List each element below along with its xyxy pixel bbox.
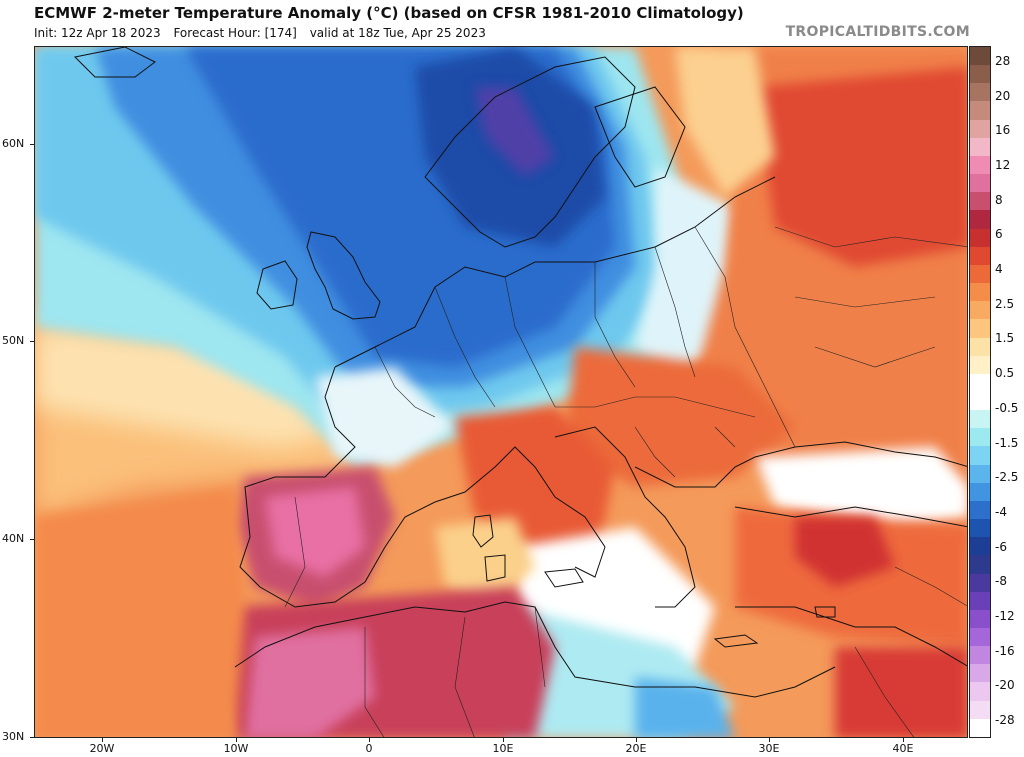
colorbar-label: -8 <box>995 574 1007 589</box>
colorbar-segment <box>970 192 990 211</box>
lon-tick <box>503 738 504 742</box>
init-time: Init: 12z Apr 18 2023 <box>34 26 161 40</box>
colorbar-label: 12 <box>995 158 1011 173</box>
colorbar-segment <box>970 210 990 229</box>
colorbar-segment <box>970 537 990 556</box>
colorbar-label: 0.5 <box>995 366 1015 381</box>
colorbar-label: -2.5 <box>995 470 1019 485</box>
colorbar-segment <box>970 283 990 302</box>
colorbar-segment <box>970 519 990 538</box>
colorbar-label: -16 <box>995 643 1015 658</box>
colorbar-label: 1.5 <box>995 331 1015 346</box>
lon-label-40e: 40E <box>892 742 914 755</box>
colorbar-label: 6 <box>995 227 1003 242</box>
lon-tick <box>769 738 770 742</box>
colorbar-segment <box>970 591 990 610</box>
brand-watermark[interactable]: TROPICALTIDBITS.COM <box>785 24 970 40</box>
colorbar-label: 4 <box>995 262 1003 277</box>
colorbar-segment <box>970 301 990 320</box>
anomaly-field <box>35 47 967 737</box>
lat-tick <box>30 539 34 540</box>
colorbar-segment <box>970 500 990 520</box>
colorbar-segment <box>970 83 990 102</box>
lon-label-10w: 10W <box>223 742 249 755</box>
lon-tick <box>903 738 904 742</box>
lon-label-0: 0 <box>365 742 373 755</box>
colorbar-segment <box>970 410 990 429</box>
colorbar-label: -6 <box>995 539 1007 554</box>
colorbar-segment <box>970 246 990 265</box>
anomaly-map[interactable] <box>34 46 968 738</box>
colorbar-segment <box>970 446 990 465</box>
colorbar-segment <box>970 428 990 447</box>
lat-tick <box>30 341 34 342</box>
colorbar-segment <box>970 573 990 592</box>
forecast-hour: Forecast Hour: [174] <box>173 26 297 40</box>
colorbar-label: 20 <box>995 88 1011 103</box>
colorbar-segment <box>970 101 990 120</box>
colorbar-segment <box>970 355 990 374</box>
colorbar-label: 2.5 <box>995 296 1015 311</box>
colorbar-segment <box>970 228 990 247</box>
colorbar-segment <box>970 137 990 156</box>
colorbar-segment <box>970 646 990 665</box>
colorbar-segment <box>970 555 990 574</box>
colorbar-segment <box>970 664 990 683</box>
colorbar-segment <box>970 319 990 338</box>
lon-tick <box>102 738 103 742</box>
lat-label-40n: 40N <box>2 532 25 545</box>
colorbar-label: 16 <box>995 123 1011 138</box>
colorbar-segment <box>970 700 990 719</box>
colorbar-segment <box>970 682 990 701</box>
lon-label-30e: 30E <box>758 742 780 755</box>
colorbar-label: -1.5 <box>995 435 1019 450</box>
colorbar-segment <box>970 464 990 483</box>
colorbar-segment <box>970 264 990 284</box>
colorbar-label: 8 <box>995 192 1003 207</box>
colorbar-label: 28 <box>995 54 1011 68</box>
lat-label-50n: 50N <box>2 334 25 347</box>
lon-tick <box>636 738 637 742</box>
colorbar-segment <box>970 391 990 411</box>
lon-tick <box>369 738 370 742</box>
map-subtitle: Init: 12z Apr 18 2023 Forecast Hour: [17… <box>34 26 495 40</box>
colorbar-segment <box>970 373 990 392</box>
colorbar <box>969 46 991 738</box>
map-canvas <box>35 47 967 737</box>
colorbar-label: -4 <box>995 504 1007 519</box>
lon-label-10e: 10E <box>492 742 514 755</box>
lat-tick <box>30 737 34 738</box>
lon-label-20w: 20W <box>89 742 115 755</box>
lat-tick <box>30 144 34 145</box>
colorbar-label: -12 <box>995 608 1015 623</box>
lat-label-60n: 60N <box>2 137 25 150</box>
colorbar-segment <box>970 155 990 175</box>
colorbar-segment <box>970 65 990 84</box>
country-borders <box>284 226 967 737</box>
valid-time: valid at 18z Tue, Apr 25 2023 <box>309 26 486 40</box>
lon-label-20e: 20E <box>625 742 647 755</box>
colorbar-segment <box>970 337 990 356</box>
colorbar-label: -20 <box>995 678 1015 693</box>
colorbar-segment <box>970 47 990 66</box>
colorbar-label: -28 <box>995 713 1015 727</box>
lon-tick <box>236 738 237 742</box>
colorbar-segment <box>970 174 990 193</box>
colorbar-segment <box>970 718 990 737</box>
colorbar-segment <box>970 609 990 628</box>
colorbar-segment <box>970 119 990 138</box>
colorbar-segment <box>970 482 990 501</box>
map-title: ECMWF 2-meter Temperature Anomaly (°C) (… <box>34 4 744 22</box>
colorbar-label: -0.5 <box>995 400 1019 415</box>
colorbar-segment <box>970 628 990 647</box>
lat-label-30n: 30N <box>2 730 25 743</box>
